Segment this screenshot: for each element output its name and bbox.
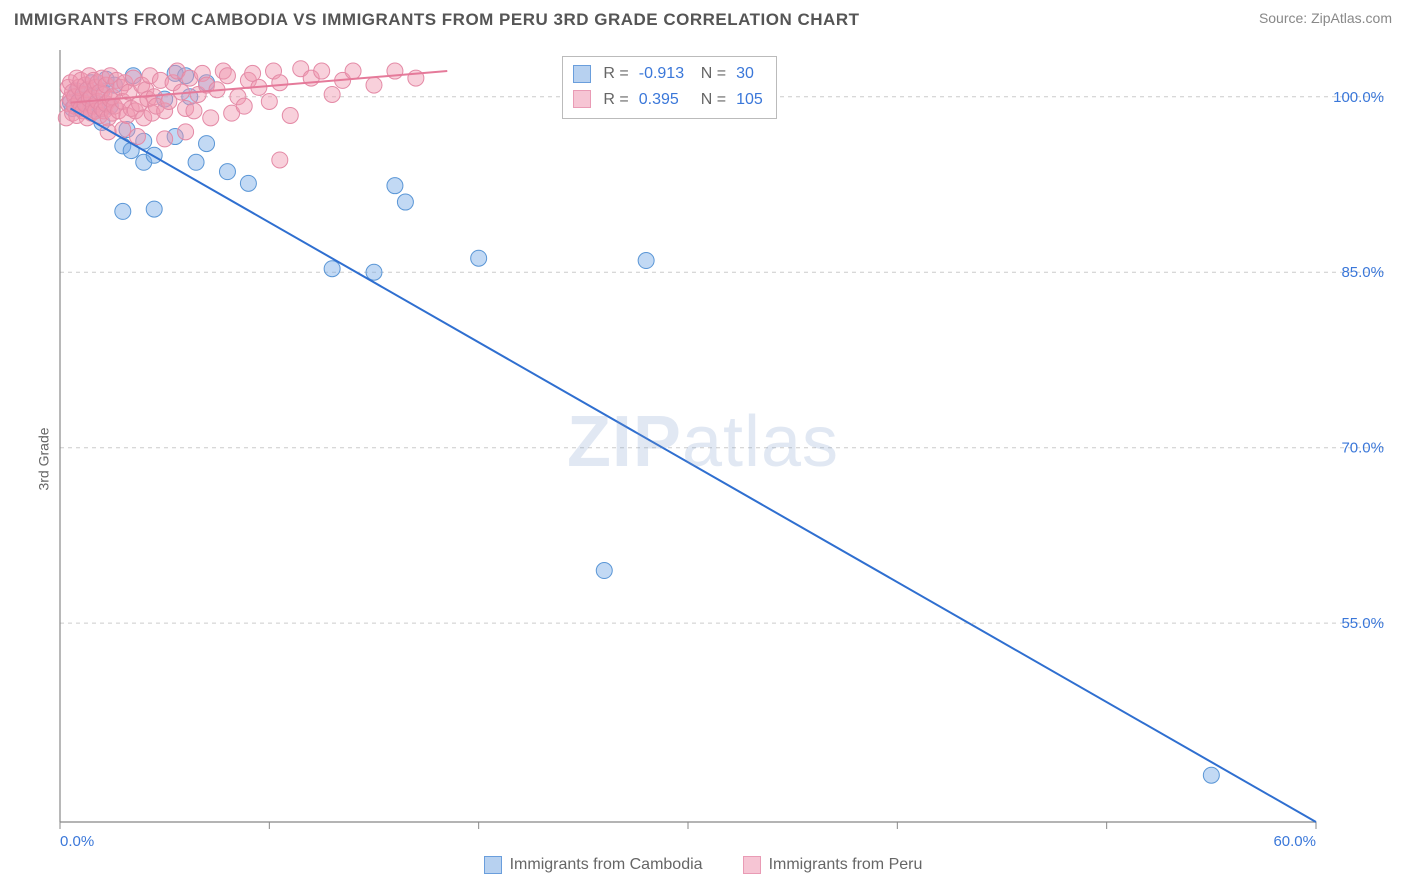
data-point [397,194,413,210]
stat-n-label: N = [701,61,726,87]
data-point [261,93,277,109]
stats-row: R = -0.913 N = 30 [573,61,766,87]
stats-legend-box: R = -0.913 N = 30 R = 0.395 N = 105 [562,56,777,119]
svg-text:70.0%: 70.0% [1341,440,1384,457]
data-point [324,261,340,277]
stat-r-value: 0.395 [639,87,689,113]
svg-text:55.0%: 55.0% [1341,615,1384,632]
data-point [638,253,654,269]
data-point [366,77,382,93]
data-point [345,63,361,79]
data-point [186,103,202,119]
data-point [157,131,173,147]
data-point [272,152,288,168]
data-point [219,164,235,180]
data-point [366,264,382,280]
data-point [314,63,330,79]
stat-n-value: 105 [736,87,766,113]
data-point [129,129,145,145]
correlation-chart: 55.0% 70.0% 85.0% 100.0% 0.0% 60.0% [14,40,1392,878]
data-point [178,124,194,140]
legend-item: Immigrants from Cambodia [484,856,703,874]
data-point [188,154,204,170]
legend-label: Immigrants from Cambodia [510,856,703,874]
data-point [324,86,340,102]
stats-row: R = 0.395 N = 105 [573,87,766,113]
data-point [282,108,298,124]
legend-swatch [573,90,591,108]
svg-text:60.0%: 60.0% [1273,833,1316,850]
svg-text:85.0%: 85.0% [1341,264,1384,281]
svg-text:0.0%: 0.0% [60,833,94,850]
stat-r-label: R = [603,87,628,113]
trend-line [70,108,1316,822]
data-point [199,136,215,152]
source-attribution: Source: ZipAtlas.com [1259,10,1392,26]
legend-swatch [743,856,761,874]
data-point [236,98,252,114]
data-point [387,178,403,194]
data-point [203,110,219,126]
data-point [146,147,162,163]
y-axis-label: 3rd Grade [36,427,52,490]
data-point [471,250,487,266]
chart-container: 3rd Grade ZIPatlas 55.0%70.0%85.0%100.0%… [14,40,1392,878]
data-point [219,68,235,84]
data-point [146,201,162,217]
stat-r-value: -0.913 [639,61,689,87]
legend-swatch [484,856,502,874]
stat-n-value: 30 [736,61,766,87]
legend-label: Immigrants from Peru [769,856,923,874]
data-point [240,175,256,191]
data-point [596,563,612,579]
legend-item: Immigrants from Peru [743,856,923,874]
chart-title: IMMIGRANTS FROM CAMBODIA VS IMMIGRANTS F… [14,10,859,30]
legend-swatch [573,65,591,83]
data-point [272,75,288,91]
stat-n-label: N = [701,87,726,113]
bottom-legend: Immigrants from Cambodia Immigrants from … [14,856,1392,874]
data-point [115,203,131,219]
svg-text:100.0%: 100.0% [1333,89,1384,106]
data-point [1203,767,1219,783]
stat-r-label: R = [603,61,628,87]
